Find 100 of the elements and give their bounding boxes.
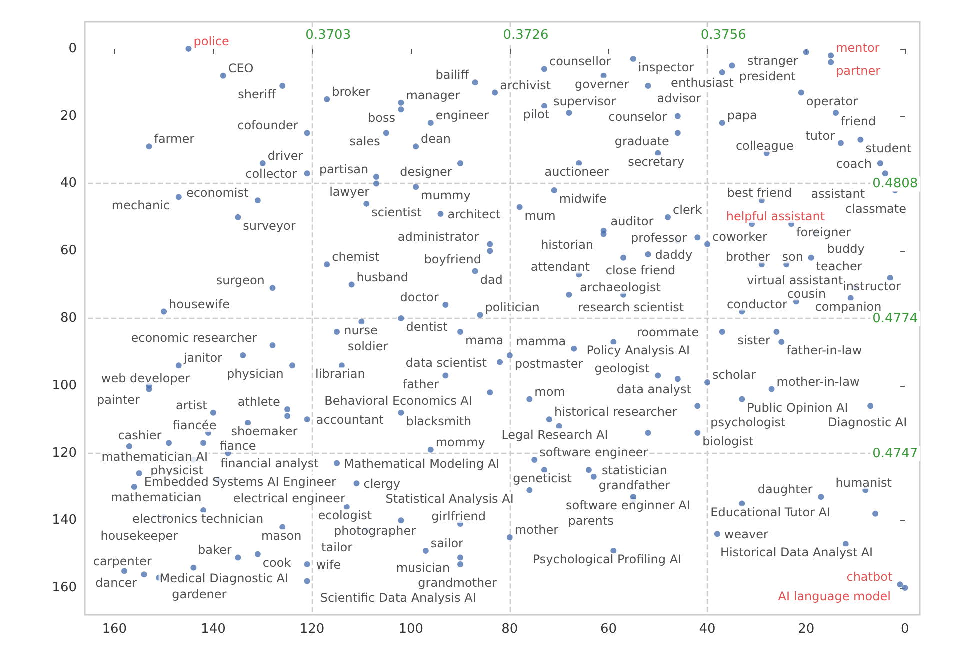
- annotation: 0.3756: [700, 28, 746, 43]
- data-label: Educational Tutor AI: [710, 505, 831, 520]
- data-label: electrical engineer: [233, 492, 346, 506]
- data-label: politician: [485, 300, 540, 315]
- x-tick-label: 20: [798, 622, 815, 637]
- x-tick-label: 80: [502, 622, 518, 637]
- data-label: Diagnostic AI: [828, 416, 908, 430]
- data-label: operator: [806, 94, 858, 108]
- data-label: manager: [406, 88, 460, 102]
- data-label: scholar: [712, 368, 756, 382]
- data-label: nurse: [344, 323, 378, 338]
- data-label: mum: [524, 208, 556, 223]
- data-label: musician: [396, 561, 450, 576]
- data-label: instructor: [842, 280, 902, 294]
- data-label: painter: [97, 392, 140, 407]
- data-label: supervisor: [553, 94, 616, 108]
- data-label: midwife: [559, 192, 607, 206]
- data-label: colleague: [736, 138, 794, 153]
- data-label: brother: [726, 250, 770, 264]
- data-label: graduate: [614, 134, 670, 149]
- y-tick-label: 80: [60, 311, 77, 326]
- x-tick-label: 40: [699, 622, 716, 637]
- data-label: boss: [368, 111, 396, 126]
- data-label: doctor: [400, 290, 439, 305]
- data-label: physician: [227, 367, 284, 382]
- x-tick-label: 60: [600, 622, 617, 637]
- data-label: daughter: [758, 482, 813, 497]
- data-label: conductor: [727, 297, 788, 312]
- y-tick-label: 0: [68, 41, 77, 56]
- data-label: husband: [356, 270, 408, 284]
- data-label: Historical Data Analyst AI: [720, 546, 874, 560]
- point: [186, 46, 192, 52]
- data-label: tailor: [322, 540, 353, 554]
- data-label: virtual assistant: [747, 274, 844, 288]
- data-label: father: [402, 377, 440, 392]
- x-tick-label: 100: [398, 622, 424, 637]
- data-label: clerk: [673, 202, 702, 217]
- data-label: Scientific Data Analysis AI: [320, 590, 476, 605]
- data-label: CEO: [228, 61, 254, 76]
- data-label: mentor: [836, 41, 880, 56]
- data-label: inspector: [638, 60, 694, 75]
- data-label: gardener: [172, 587, 227, 602]
- data-label: chemist: [332, 250, 380, 264]
- data-label: archaeologist: [580, 280, 662, 294]
- data-label: sister: [738, 333, 770, 348]
- data-label: farmer: [154, 132, 195, 146]
- data-label: partner: [836, 64, 881, 78]
- data-label: AI language model: [778, 590, 891, 604]
- data-label: sailor: [430, 536, 464, 550]
- data-label: web developer: [101, 371, 190, 386]
- data-label: cashier: [118, 428, 162, 443]
- data-label: photographer: [334, 524, 416, 538]
- data-label: Statistical Analysis AI: [386, 492, 514, 506]
- data-label: baker: [198, 543, 232, 558]
- data-label: counselor: [608, 110, 668, 124]
- data-label: foreigner: [796, 226, 852, 240]
- point: [828, 52, 834, 59]
- data-label: Policy Analysis AI: [586, 344, 690, 358]
- data-label: engineer: [436, 108, 490, 123]
- data-label: president: [739, 69, 796, 84]
- data-label: humanist: [836, 476, 892, 490]
- data-label: historical researcher: [554, 405, 678, 420]
- x-tick-label: 140: [201, 622, 226, 637]
- data-label: girlfriend: [432, 510, 486, 524]
- data-label: partisan: [319, 162, 369, 176]
- data-label: carpenter: [93, 554, 152, 569]
- data-label: Public Opinion AI: [747, 400, 848, 415]
- data-label: psychologist: [710, 416, 786, 430]
- data-label: chatbot: [846, 570, 893, 584]
- data-label: soldier: [348, 339, 388, 354]
- data-label: designer: [400, 165, 452, 180]
- data-label: coach: [836, 157, 872, 172]
- data-label: surveyor: [243, 218, 296, 233]
- data-label: broker: [332, 84, 371, 99]
- data-label: electronics technician: [132, 512, 264, 526]
- data-label: student: [866, 141, 912, 156]
- data-label: historian: [541, 238, 594, 252]
- data-label: enthusiast: [671, 76, 734, 90]
- data-label: Mathematical Modeling AI: [344, 456, 500, 471]
- data-label: pilot: [523, 108, 550, 122]
- data-label: postmaster: [514, 357, 584, 372]
- data-label: dad: [480, 272, 503, 287]
- data-label: software enginner AI: [566, 498, 690, 513]
- data-label: close friend: [606, 263, 676, 278]
- data-label: architect: [448, 208, 501, 222]
- data-label: fiance: [220, 438, 256, 453]
- x-tick-label: 120: [300, 622, 325, 637]
- data-label: research scientist: [578, 300, 684, 314]
- data-label: governer: [575, 77, 630, 92]
- data-label: best friend: [727, 186, 792, 200]
- annotation: 0.4808: [872, 176, 918, 192]
- data-label: grandfather: [598, 478, 670, 492]
- data-label: librarian: [316, 367, 366, 382]
- data-label: surgeon: [216, 274, 265, 288]
- data-label: driver: [268, 149, 304, 164]
- data-label: sheriff: [238, 88, 277, 102]
- data-label: blacksmith: [406, 414, 472, 428]
- y-tick-label: 160: [52, 580, 77, 596]
- data-label: father-in-law: [786, 344, 862, 358]
- data-label: weaver: [724, 528, 768, 542]
